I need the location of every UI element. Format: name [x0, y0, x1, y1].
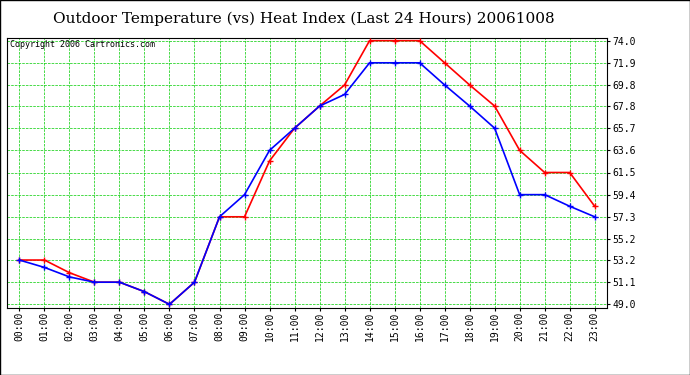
Text: Copyright 2006 Cartronics.com: Copyright 2006 Cartronics.com — [10, 40, 155, 49]
Text: Outdoor Temperature (vs) Heat Index (Last 24 Hours) 20061008: Outdoor Temperature (vs) Heat Index (Las… — [53, 11, 554, 26]
